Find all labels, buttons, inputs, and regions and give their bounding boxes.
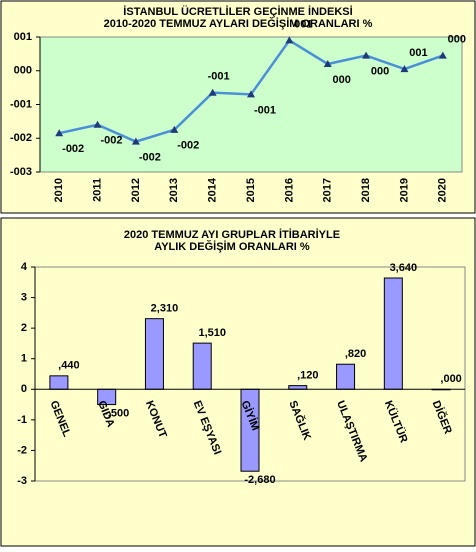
y-tick-label: 0 xyxy=(21,383,27,395)
x-tick-label: 2019 xyxy=(398,178,410,202)
data-label: -2,680 xyxy=(244,474,275,486)
y-tick-label: 000 xyxy=(14,65,32,77)
data-label: -002 xyxy=(101,135,123,147)
x-tick-label: 2013 xyxy=(168,178,180,202)
x-tick-label: 2010 xyxy=(53,178,65,202)
x-tick-label: 2014 xyxy=(207,177,219,202)
data-label: 001 xyxy=(294,18,312,30)
x-tick-label: 2016 xyxy=(283,178,295,202)
marker xyxy=(285,36,294,44)
x-tick-label: 2017 xyxy=(322,178,334,202)
plot-area-top xyxy=(39,36,463,173)
y-tick-label: -1 xyxy=(17,414,27,426)
bar xyxy=(192,342,212,390)
x-tick-label: 2018 xyxy=(360,178,372,202)
chart-title: İSTANBUL ÜCRETLİLER GEÇİNME İNDEKSİ xyxy=(123,5,352,18)
y-tick-label: -3 xyxy=(17,475,27,487)
y-tick-label: 001 xyxy=(14,31,32,43)
y-tick-label: -002 xyxy=(10,132,32,144)
data-label: 2,310 xyxy=(151,303,179,315)
y-tick-label: 3 xyxy=(21,291,27,303)
data-label: 000 xyxy=(371,65,389,77)
data-label: 1,510 xyxy=(198,327,226,339)
y-tick-label: -2 xyxy=(17,444,27,456)
marker xyxy=(170,125,179,133)
data-label: ,820 xyxy=(345,348,366,360)
bar xyxy=(336,363,356,390)
data-label: 3,640 xyxy=(390,262,418,274)
data-label: -,500 xyxy=(104,407,129,419)
data-label: ,000 xyxy=(440,373,461,385)
bar xyxy=(49,375,69,390)
chart-title: 2010-2020 TEMMUZ AYLARI DEĞİŞİM ORANLARI… xyxy=(104,17,373,30)
chart-title: 2020 TEMMUZ AYI GRUPLAR İTİBARİYLE xyxy=(124,228,340,241)
data-label: 000 xyxy=(333,74,351,86)
marker xyxy=(208,88,217,96)
y-tick-label: 4 xyxy=(21,261,28,273)
marker xyxy=(362,51,371,59)
marker xyxy=(247,90,255,98)
x-tick-label: 2020 xyxy=(437,178,449,202)
marker xyxy=(55,129,64,137)
y-tick-label: -001 xyxy=(10,98,32,110)
data-label: ,120 xyxy=(297,370,318,382)
y-tick-label: -003 xyxy=(10,166,32,178)
data-label: 000 xyxy=(448,33,466,45)
data-label: -001 xyxy=(208,71,230,83)
y-tick-label: 2 xyxy=(21,322,27,334)
data-label: -002 xyxy=(62,143,84,155)
bar xyxy=(288,385,308,390)
x-tick-label: 2012 xyxy=(130,178,142,202)
bar xyxy=(144,318,164,390)
data-label: -002 xyxy=(177,140,199,152)
data-label: 001 xyxy=(409,47,427,59)
marker xyxy=(400,65,409,73)
marker xyxy=(131,137,140,145)
marker xyxy=(323,60,332,67)
data-label: -001 xyxy=(254,104,276,116)
marker xyxy=(438,51,447,59)
x-tick-label: 2015 xyxy=(245,178,257,202)
data-label: -002 xyxy=(139,152,161,164)
y-tick-label: 1 xyxy=(21,353,27,365)
bar xyxy=(383,277,403,390)
x-tick-label: 2011 xyxy=(91,178,103,202)
marker xyxy=(93,120,102,128)
chart-title: AYLIK DEĞİŞİM ORANLARI % xyxy=(154,240,310,253)
data-label: ,440 xyxy=(58,360,79,372)
